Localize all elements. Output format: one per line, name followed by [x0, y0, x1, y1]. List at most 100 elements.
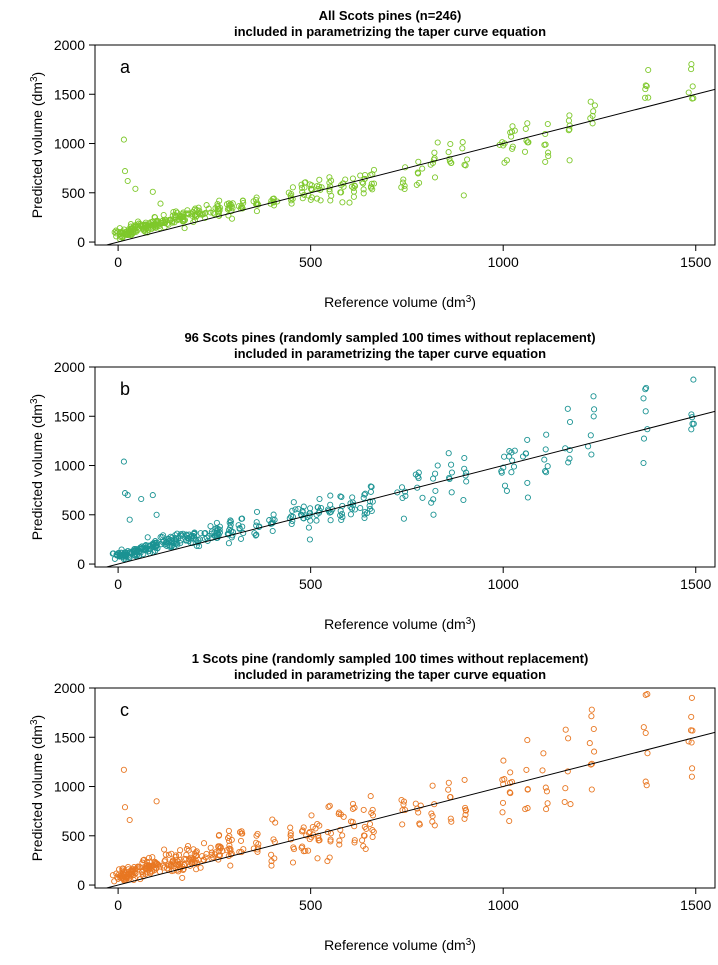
data-point — [235, 522, 242, 529]
data-point — [448, 469, 455, 476]
data-point — [201, 530, 208, 537]
data-point-outlier — [588, 786, 595, 793]
data-point — [239, 205, 246, 212]
data-point — [193, 848, 200, 855]
data-point — [589, 112, 596, 119]
data-point — [567, 801, 574, 808]
data-point — [523, 766, 530, 773]
data-point — [642, 94, 649, 101]
y-tick-label: 0 — [77, 877, 85, 893]
data-point — [313, 195, 321, 202]
data-point — [429, 818, 436, 825]
data-point — [131, 864, 138, 871]
data-point — [688, 61, 695, 68]
data-point — [430, 475, 437, 482]
data-point — [215, 843, 222, 850]
data-point — [269, 816, 276, 823]
data-point — [367, 793, 374, 800]
data-point — [240, 846, 247, 853]
data-point — [360, 494, 367, 501]
data-point — [500, 757, 507, 764]
data-point — [174, 541, 181, 548]
data-point — [591, 748, 598, 755]
data-point — [510, 463, 518, 470]
data-point — [369, 806, 376, 813]
data-point — [118, 546, 125, 553]
data-point — [167, 533, 174, 540]
data-point-outlier — [126, 816, 133, 824]
data-point — [349, 800, 357, 807]
chart-title-line2: included in parametrizing the taper curv… — [234, 346, 546, 361]
data-point — [133, 545, 140, 553]
x-tick-label: 0 — [114, 897, 122, 913]
data-point — [566, 112, 573, 119]
data-point — [314, 504, 322, 511]
data-point — [145, 854, 153, 861]
y-axis-label: Predicted volume (dm3) — [29, 72, 46, 218]
data-point — [116, 225, 123, 232]
data-point — [308, 812, 315, 819]
data-point — [642, 729, 649, 737]
data-point — [506, 453, 513, 460]
data-point — [446, 474, 453, 481]
data-point — [642, 82, 649, 89]
data-point — [543, 788, 550, 795]
data-point — [561, 798, 568, 806]
y-tick-label: 2000 — [54, 680, 85, 696]
data-point — [507, 769, 514, 776]
data-point — [416, 820, 423, 827]
data-point — [165, 862, 173, 869]
data-point — [503, 487, 510, 494]
data-point-outlier — [434, 462, 441, 469]
data-point — [522, 125, 529, 132]
data-point — [307, 517, 314, 524]
data-point — [327, 183, 334, 190]
y-tick-label: 1500 — [54, 729, 85, 745]
data-point — [349, 805, 356, 812]
data-point — [288, 194, 295, 201]
panel-letter: b — [120, 379, 130, 399]
data-point — [350, 188, 358, 195]
data-point — [524, 786, 531, 793]
data-point — [459, 139, 466, 146]
data-point — [366, 820, 374, 828]
data-point — [287, 832, 294, 839]
data-point — [313, 517, 320, 524]
data-point — [430, 511, 437, 518]
data-point — [228, 215, 236, 222]
data-point — [237, 837, 245, 844]
data-point — [542, 446, 549, 453]
data-point — [401, 182, 408, 189]
data-point — [256, 523, 263, 530]
data-point — [225, 212, 232, 219]
data-point — [253, 508, 261, 515]
data-point — [448, 461, 455, 468]
data-point — [462, 162, 469, 169]
data-point — [543, 469, 550, 476]
data-point — [351, 839, 358, 846]
data-point — [292, 506, 299, 513]
y-tick-label: 0 — [77, 234, 85, 250]
data-point — [299, 843, 306, 850]
data-point — [590, 393, 597, 400]
data-point — [337, 811, 344, 818]
data-point — [590, 413, 597, 420]
data-point — [447, 159, 455, 167]
data-point — [129, 227, 137, 234]
data-point — [351, 804, 358, 811]
x-tick-label: 1500 — [680, 576, 711, 592]
data-point — [169, 537, 176, 544]
data-point — [238, 830, 245, 837]
x-tick-label: 500 — [299, 897, 323, 913]
data-point-outlier — [434, 139, 441, 146]
data-point — [361, 832, 368, 839]
data-point — [196, 210, 204, 217]
data-point — [521, 148, 529, 155]
data-point — [183, 845, 190, 853]
data-point — [298, 184, 305, 191]
data-point — [287, 836, 294, 843]
data-point — [347, 500, 354, 507]
data-point — [193, 542, 200, 549]
data-point — [299, 195, 306, 202]
data-point — [640, 724, 647, 731]
